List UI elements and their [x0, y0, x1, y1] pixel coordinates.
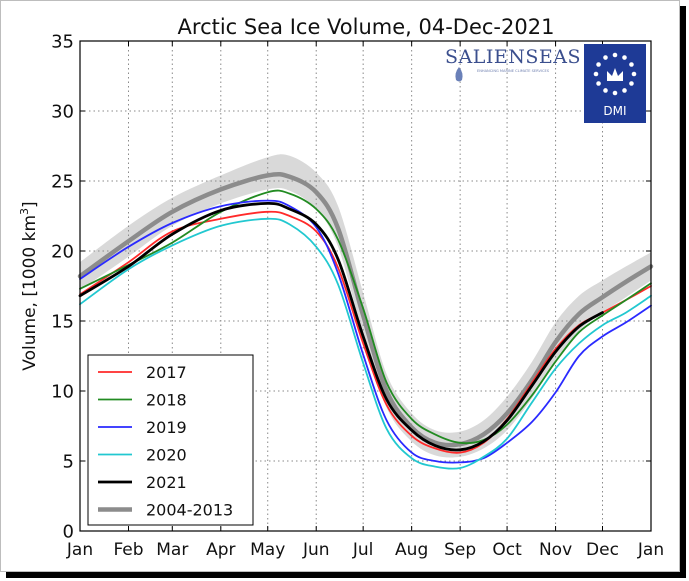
dmi-logo-text: DMI: [603, 104, 626, 118]
chart-title: Arctic Sea Ice Volume, 04-Dec-2021: [178, 15, 555, 39]
legend-label: 2017: [146, 363, 187, 382]
salienseas-tagline: ENHANCING MARINE CLIMATE SERVICES: [477, 69, 550, 73]
dmi-star: [622, 88, 627, 93]
chart: Arctic Sea Ice Volume, 04-Dec-2021 Volum…: [18, 15, 664, 561]
legend-label: 2019: [146, 418, 187, 437]
logo-area: SALIENSEAS ENHANCING MARINE CLIMATE SERV…: [445, 44, 646, 123]
dmi-star: [612, 52, 618, 58]
x-tick-label: Apr: [206, 540, 235, 560]
x-tick-label: Dec: [586, 540, 619, 560]
y-tick-label: 30: [51, 102, 74, 123]
svg-text:Volume, [1000 km3]: Volume, [1000 km3]: [18, 201, 40, 370]
legend-label: 2018: [146, 391, 187, 410]
dmi-star: [612, 90, 618, 96]
x-tick-label: Jan: [66, 540, 93, 560]
y-tick-label: 25: [51, 172, 74, 193]
series-line-2004-2013: [77, 171, 654, 448]
legend-label: 2021: [146, 473, 187, 492]
dmi-star: [629, 81, 634, 86]
x-tick-label: Jan: [637, 540, 664, 560]
dmi-star: [593, 71, 599, 77]
y-tick-label: 20: [51, 242, 74, 263]
x-tick-label: May: [250, 540, 285, 560]
dmi-star: [596, 81, 601, 86]
plot-area: 0 5 10 15 20 25 30 35 Jan Feb Mar Apr May Jun Jul Aug Se…: [51, 32, 664, 561]
dmi-star: [622, 55, 627, 60]
y-tick-label: 0: [63, 522, 74, 543]
y-axis-label-exponent: 3: [18, 208, 31, 215]
y-axis-label: Volume, [1000 km3]: [18, 201, 40, 370]
y-tick-label: 10: [51, 382, 74, 403]
dmi-star: [631, 71, 637, 77]
dmi-star: [603, 88, 608, 93]
x-tick-label: Sep: [444, 540, 476, 560]
x-tick-label: Jul: [352, 540, 374, 560]
x-tick-label: Feb: [113, 540, 143, 560]
salienseas-logo: SALIENSEAS: [445, 46, 581, 68]
x-tick-label: Aug: [395, 540, 428, 560]
legend-box: [87, 354, 254, 526]
y-axis-label-text: Volume, [1000 km: [20, 215, 40, 371]
dmi-star: [629, 62, 634, 67]
std-band: [80, 154, 651, 458]
figure-frame: Arctic Sea Ice Volume, 04-Dec-2021 Volum…: [0, 0, 680, 572]
x-tick-label: Nov: [539, 540, 572, 560]
dmi-stars-icon: [593, 52, 637, 96]
x-tick-label: Oct: [492, 540, 522, 560]
y-axis-label-close: ]: [20, 201, 40, 208]
y-tick-label: 5: [63, 452, 74, 473]
x-tick-label: Jun: [302, 540, 330, 560]
salienseas-drop-icon: [455, 67, 463, 82]
series-line-2021: [78, 201, 604, 452]
y-tick-label: 35: [51, 32, 74, 53]
legend-label: 2004-2013: [146, 501, 233, 520]
dmi-crown-icon: [607, 68, 623, 81]
dmi-star: [603, 55, 608, 60]
legend: 2017 2018 2019 2020 2021 2004-2013: [87, 354, 254, 526]
legend-label: 2020: [146, 446, 187, 465]
dmi-star: [596, 62, 601, 67]
y-tick-label: 15: [51, 312, 74, 333]
series-line-2020: [79, 217, 652, 470]
series-line-2019: [79, 199, 652, 464]
x-tick-label: Mar: [156, 540, 188, 560]
axes-frame: [79, 40, 652, 532]
